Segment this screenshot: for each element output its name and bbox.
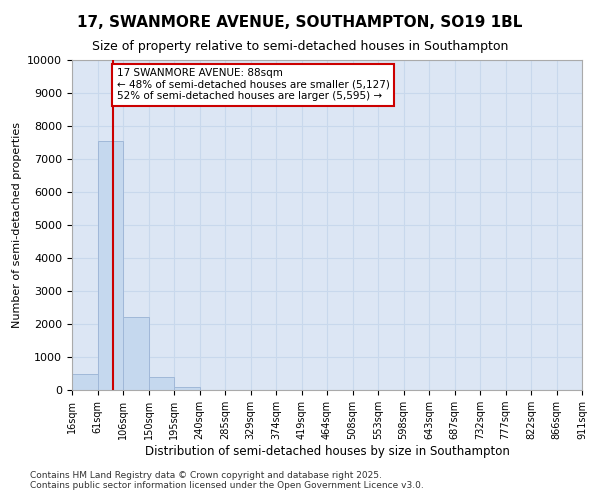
Bar — [149, 378, 174, 390]
X-axis label: Distribution of semi-detached houses by size in Southampton: Distribution of semi-detached houses by … — [145, 445, 509, 458]
Bar — [123, 318, 149, 390]
Bar — [174, 388, 199, 390]
Y-axis label: Number of semi-detached properties: Number of semi-detached properties — [12, 122, 22, 328]
Bar — [72, 374, 97, 390]
Text: 17, SWANMORE AVENUE, SOUTHAMPTON, SO19 1BL: 17, SWANMORE AVENUE, SOUTHAMPTON, SO19 1… — [77, 15, 523, 30]
Text: Contains HM Land Registry data © Crown copyright and database right 2025.
Contai: Contains HM Land Registry data © Crown c… — [30, 470, 424, 490]
Bar — [97, 141, 123, 390]
Text: Size of property relative to semi-detached houses in Southampton: Size of property relative to semi-detach… — [92, 40, 508, 53]
Text: 17 SWANMORE AVENUE: 88sqm
← 48% of semi-detached houses are smaller (5,127)
52% : 17 SWANMORE AVENUE: 88sqm ← 48% of semi-… — [116, 68, 389, 102]
